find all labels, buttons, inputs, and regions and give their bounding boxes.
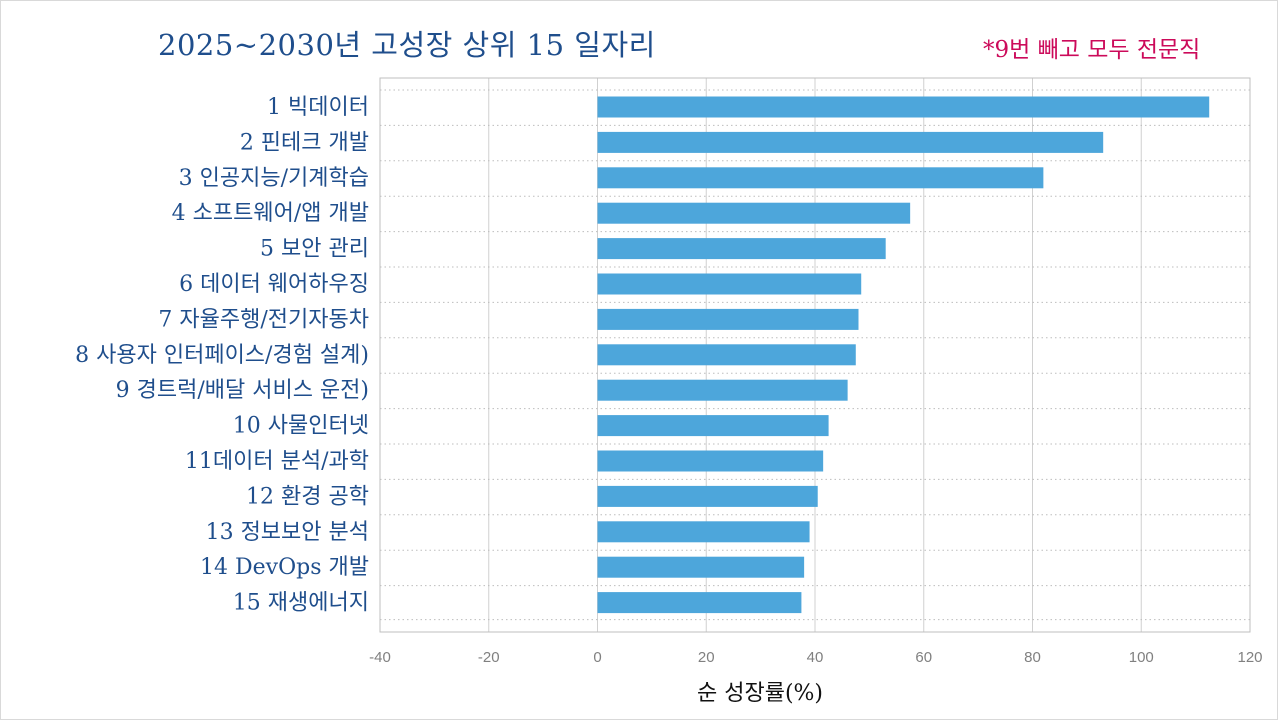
bar xyxy=(597,238,886,260)
x-tick-label: 120 xyxy=(1237,649,1262,666)
bar xyxy=(597,167,1044,189)
category-label: 1 빅데이터 xyxy=(267,95,369,120)
category-label: 9 경트럭/배달 서비스 운전) xyxy=(116,378,369,403)
bar xyxy=(597,485,818,507)
bar xyxy=(597,131,1104,153)
category-label: 3 인공지능/기계학습 xyxy=(179,166,369,191)
category-label: 11데이터 분석/과학 xyxy=(185,449,369,474)
bar xyxy=(597,415,829,437)
x-tick-label: -40 xyxy=(369,649,391,666)
category-label: 7 자율주행/전기자동차 xyxy=(158,307,369,332)
bar xyxy=(597,308,859,330)
x-tick-label: 80 xyxy=(1024,649,1041,666)
category-label: 10 사물인터넷 xyxy=(233,414,369,439)
category-label: 12 환경 공학 xyxy=(246,484,369,509)
x-tick-label: 60 xyxy=(915,649,932,666)
x-tick-label: 20 xyxy=(698,649,715,666)
bar xyxy=(597,556,805,578)
category-label: 14 DevOps 개발 xyxy=(200,555,369,580)
category-label: 13 정보보안 분석 xyxy=(206,520,369,545)
bar xyxy=(597,592,802,614)
chart-title: 2025~2030년 고성장 상위 15 일자리 xyxy=(158,28,656,62)
category-label: 15 재생에너지 xyxy=(233,591,369,616)
plot-area-border xyxy=(379,77,1251,633)
x-tick-labels: -40 -20 0 20 40 60 80 100 120 xyxy=(369,649,1262,666)
x-tick-label: 0 xyxy=(593,649,601,666)
bar xyxy=(597,96,1210,118)
horizontal-gridlines xyxy=(380,89,1250,621)
bar xyxy=(597,450,824,472)
bar xyxy=(597,379,848,401)
x-tick-label: -20 xyxy=(478,649,500,666)
bar xyxy=(597,202,911,224)
x-tick-label: 100 xyxy=(1129,649,1154,666)
chart-note: *9번 빼고 모두 전문직 xyxy=(983,37,1201,63)
category-label: 2 핀테크 개발 xyxy=(240,130,369,155)
bars xyxy=(597,96,1210,614)
category-label: 5 보안 관리 xyxy=(260,237,369,262)
category-label: 8 사용자 인터페이스/경험 설계) xyxy=(75,343,369,368)
x-tick-label: 40 xyxy=(807,649,824,666)
bar xyxy=(597,344,856,366)
bar xyxy=(597,273,862,295)
category-label: 4 소프트웨어/앱 개발 xyxy=(172,201,369,226)
category-label: 6 데이터 웨어하우징 xyxy=(179,272,369,297)
bar xyxy=(597,521,810,543)
category-labels: 1 빅데이터 2 핀테크 개발 3 인공지능/기계학습 4 소프트웨어/앱 개발 5 보… xyxy=(75,95,369,616)
x-axis-label: 순 성장률(%) xyxy=(697,681,823,706)
